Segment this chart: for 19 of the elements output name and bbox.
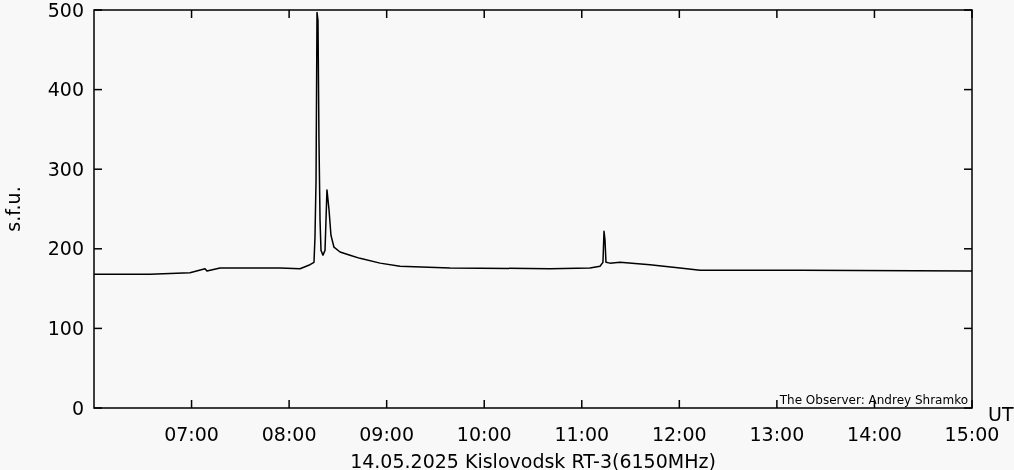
- y-tick-label: 400: [47, 78, 84, 101]
- x-tick-label: 09:00: [359, 423, 415, 445]
- x-axis-title: 14.05.2025 Kislovodsk RT-3(6150MHz): [350, 450, 716, 470]
- y-tick-label: 100: [47, 317, 84, 340]
- text: UT: [988, 403, 1014, 425]
- x-tick-label: 11:00: [554, 423, 610, 445]
- x-tick-label: 14:00: [847, 423, 902, 445]
- annotation: The Observer: Andrey Shramko: [778, 393, 968, 407]
- y-axis-title: s.f.u.: [2, 186, 24, 232]
- x-tick-label: 07:00: [164, 423, 219, 445]
- y-tick-label: 300: [47, 157, 84, 180]
- y-tick-label: 200: [47, 237, 84, 260]
- x-tick-label: 13:00: [749, 423, 805, 445]
- x-tick-label: 15:00: [944, 423, 1000, 445]
- y-tick-label: 0: [71, 396, 84, 419]
- x-tick-label: 12:00: [651, 423, 707, 445]
- x-tick-label: 08:00: [261, 423, 317, 445]
- y-tick-label: 500: [47, 0, 84, 21]
- x-tick-label: 10:00: [456, 423, 512, 445]
